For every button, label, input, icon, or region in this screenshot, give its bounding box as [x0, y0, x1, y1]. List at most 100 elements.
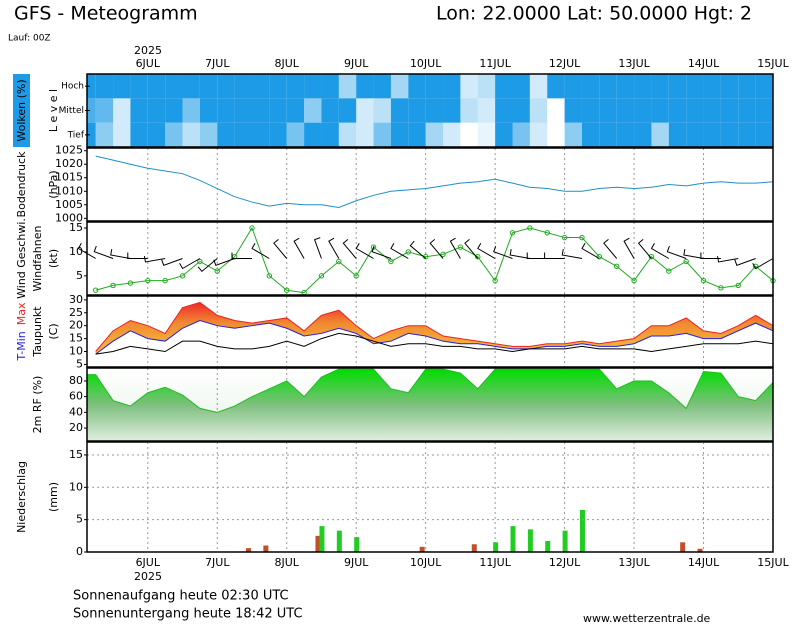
panel-frame — [86, 147, 774, 222]
cloud-cell — [616, 122, 635, 147]
cloud-cell — [425, 122, 444, 147]
cloud-cell — [130, 122, 148, 147]
wind-barb — [526, 252, 548, 259]
cloud-cell — [564, 74, 582, 99]
barb-line — [143, 255, 166, 263]
axis-label: Wind Geschwi. — [15, 218, 28, 299]
cloud-cell — [581, 122, 600, 147]
cloud-cell — [755, 98, 773, 123]
cloud-cell — [564, 98, 582, 123]
barb-line — [477, 243, 496, 259]
y-tick-label: 0 — [76, 545, 83, 558]
barb-line — [390, 243, 409, 259]
cloud-cell — [182, 74, 200, 99]
cloud-cell — [738, 74, 756, 99]
cloud-cell — [477, 98, 496, 123]
cloud-cell — [234, 98, 252, 123]
point — [266, 273, 273, 279]
y-tick-label: 1005 — [55, 198, 83, 211]
point — [631, 277, 637, 284]
level-label: Mittel — [59, 106, 84, 116]
cloud-cell — [668, 122, 687, 147]
cloud-cell — [338, 74, 357, 99]
barb-line — [127, 252, 148, 259]
cloud-cell — [321, 122, 339, 147]
cloud-cell — [87, 98, 96, 123]
legend-entry: T-Min — [15, 331, 28, 361]
panel — [95, 296, 774, 367]
bar — [493, 542, 499, 552]
cloud-cell — [304, 98, 322, 123]
wind-barb — [371, 245, 392, 259]
bar — [336, 530, 342, 552]
cloud-cell — [495, 122, 513, 147]
cloud-cell — [668, 74, 687, 99]
series-line — [95, 301, 774, 352]
point — [249, 225, 255, 231]
x-tick-label: 12JUL — [549, 57, 581, 70]
barb-line — [77, 243, 96, 259]
cloud-cell — [304, 122, 322, 147]
y-tick-label: 1025 — [55, 144, 83, 157]
point — [475, 254, 481, 260]
barb-line — [161, 258, 183, 266]
cloud-cell — [269, 98, 287, 123]
cloud-cell — [390, 74, 409, 99]
cloud-cell — [616, 98, 635, 123]
cloud-cell — [460, 98, 478, 123]
barb-line — [342, 238, 357, 259]
barb-line — [273, 238, 288, 259]
panel — [86, 368, 774, 442]
wind-barb — [683, 249, 704, 259]
y-tick-label: 25 — [69, 306, 83, 319]
cloud-cell — [269, 122, 287, 147]
cloud-cell — [199, 74, 218, 99]
point — [388, 258, 394, 265]
cloud-cell — [95, 122, 114, 147]
x-tick-label: 11JUL — [479, 57, 511, 70]
wind-barb — [734, 258, 756, 266]
barb-line — [409, 240, 426, 259]
bar — [510, 526, 516, 552]
panel — [95, 148, 774, 221]
barb-line — [581, 243, 600, 259]
cloud-cell — [425, 74, 444, 99]
y-tick-label: 1010 — [55, 184, 83, 197]
cloud-cell — [165, 122, 183, 147]
x-tick-label: 9JUL — [344, 57, 369, 70]
x-tick-label: 6JUL — [136, 57, 161, 70]
cloud-cell — [234, 122, 252, 147]
x-tick-label: 13JUL — [618, 556, 650, 569]
point — [492, 277, 498, 284]
cloud-cell — [547, 123, 564, 147]
y-tick-label: 10 — [69, 245, 83, 258]
point — [110, 282, 116, 289]
wind-barb — [293, 237, 305, 259]
run: Lauf: 00Z — [8, 34, 51, 44]
wind-barb — [429, 238, 444, 259]
cloud-cell — [217, 98, 235, 123]
cloud-cell — [87, 122, 96, 147]
cloud-cell — [373, 122, 391, 147]
cloud-cell — [599, 98, 617, 123]
point — [179, 273, 186, 279]
y-tick-label: 15 — [69, 448, 83, 461]
cloud-cell — [443, 98, 461, 123]
cloud-cell — [251, 122, 270, 147]
point — [197, 258, 203, 265]
cloud-cell — [251, 74, 270, 99]
cloud-cell — [634, 74, 652, 99]
cloud-cell — [356, 74, 374, 99]
cloud-cell — [755, 122, 773, 147]
point — [666, 268, 672, 274]
barb-line — [197, 258, 218, 273]
wind-barb — [231, 252, 252, 259]
barb-line — [666, 245, 687, 259]
wind-barb — [93, 245, 114, 259]
bar — [471, 544, 477, 552]
y-tick-label: 1015 — [55, 171, 83, 184]
point — [509, 230, 516, 236]
cloud-cell — [199, 122, 218, 147]
barb-line — [313, 237, 322, 259]
cloud-cell — [390, 122, 409, 147]
